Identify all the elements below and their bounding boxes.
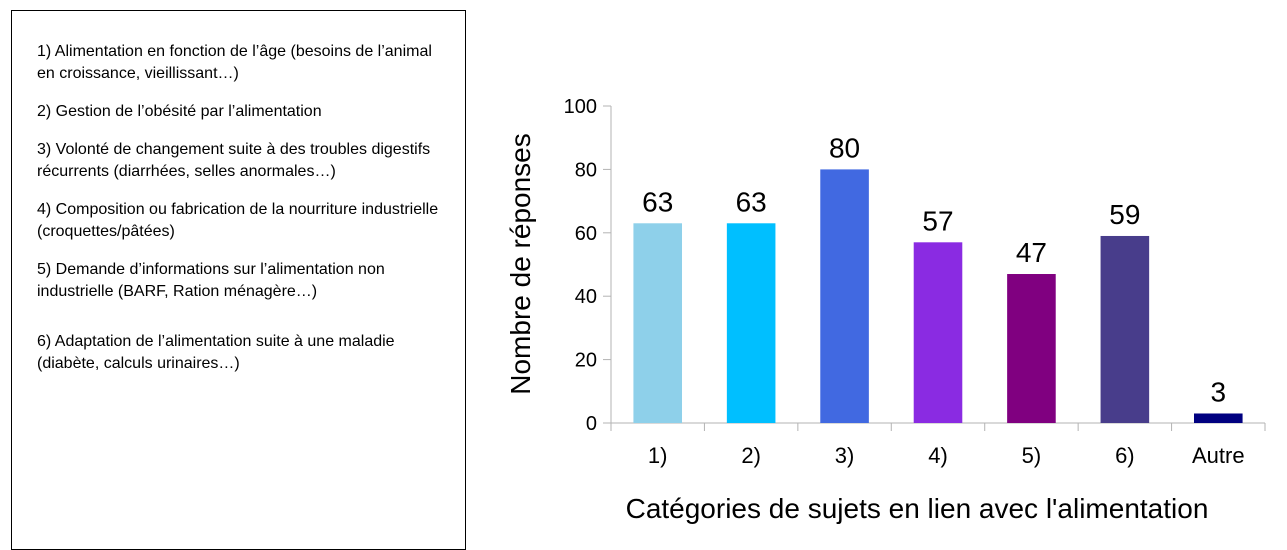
- data-label-5: 47: [1016, 237, 1047, 268]
- legend-item-1: 1) Alimentation en fonction de l’âge (be…: [37, 43, 432, 82]
- category-legend-box: 1) Alimentation en fonction de l’âge (be…: [11, 10, 466, 550]
- category-label-3: 3): [835, 443, 855, 468]
- bar-5: [1007, 274, 1056, 423]
- bar-2: [726, 223, 776, 423]
- y-tick-label: 40: [575, 286, 597, 308]
- data-label-7: 3: [1210, 376, 1226, 407]
- y-axis-title: Nombre de réponses: [505, 133, 536, 394]
- data-label-2: 63: [736, 186, 767, 217]
- category-label-4: 4): [928, 443, 948, 468]
- category-label-6: 6): [1115, 443, 1135, 468]
- chart-bars: [633, 169, 1243, 423]
- legend-item-5: 5) Demande d’informations sur l’alimenta…: [37, 261, 385, 300]
- y-tick-label: 0: [586, 413, 597, 435]
- bar-7: [1193, 413, 1243, 423]
- bar-4: [913, 242, 963, 423]
- chart-labels: 0 20 40 60 80 100 63 1) 63 2) 80 3) 57 4) 47 5) 59 6) 3 Aut…: [564, 96, 1245, 468]
- category-label-7: Autre: [1192, 443, 1245, 468]
- legend-item-6: 6) Adaptation de l’alimentation suite à …: [37, 333, 395, 372]
- y-tick-label: 100: [564, 96, 597, 118]
- y-tick-label: 20: [575, 350, 597, 372]
- category-label-5: 5): [1022, 443, 1042, 468]
- x-axis-title: Catégories de sujets en lien avec l'alim…: [626, 493, 1209, 524]
- y-tick-label: 60: [575, 223, 597, 245]
- data-label-1: 63: [642, 186, 673, 217]
- legend-item-3: 3) Volonté de changement suite à des tro…: [37, 141, 431, 180]
- category-label-2: 2): [741, 443, 761, 468]
- data-label-4: 57: [922, 205, 953, 236]
- y-tick-label: 80: [575, 159, 597, 181]
- data-label-6: 59: [1109, 199, 1140, 230]
- chart-axes: [603, 105, 1266, 431]
- bar-3: [820, 169, 869, 423]
- bar-6: [1100, 235, 1150, 423]
- legend-item-4: 4) Composition ou fabrication de la nour…: [37, 201, 439, 240]
- legend-item-2: 2) Gestion de l’obésité par l’alimentati…: [37, 103, 322, 120]
- bar-1: [633, 223, 683, 423]
- bar-chart: 0 20 40 60 80 100 63 1) 63 2) 80 3) 57 4) 47 5) 59 6) 3 Aut…: [505, 96, 1266, 524]
- category-label-1: 1): [648, 443, 668, 468]
- data-label-3: 80: [829, 132, 860, 163]
